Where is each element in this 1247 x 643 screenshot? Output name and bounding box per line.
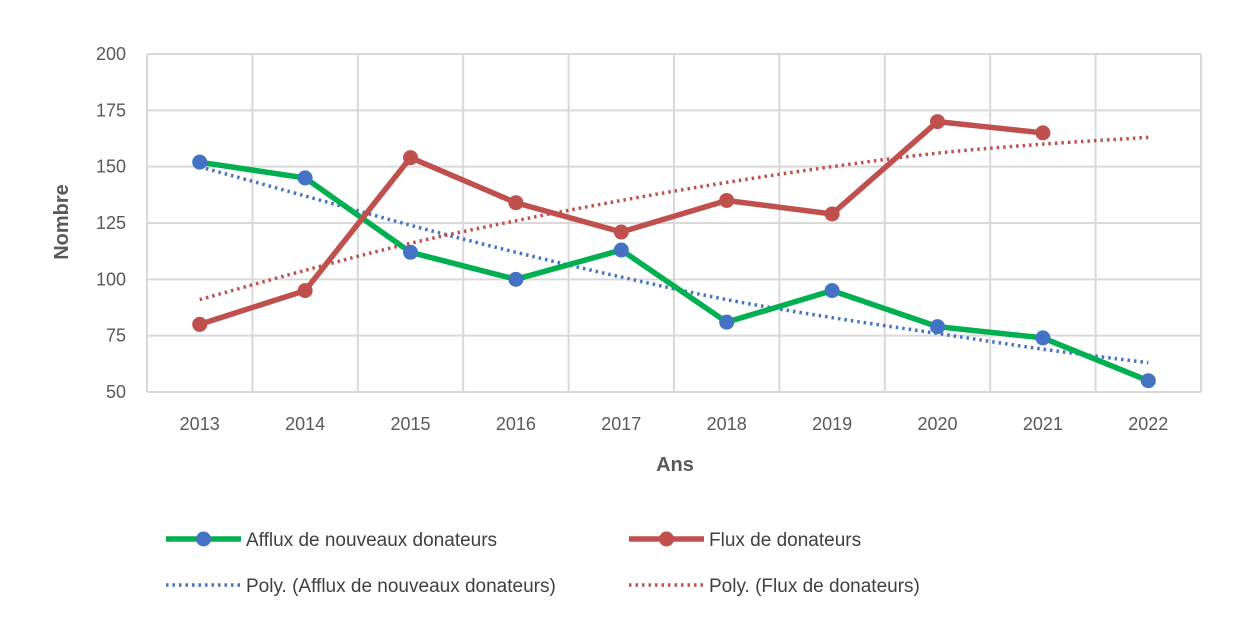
data-point <box>297 170 313 186</box>
x-tick-label: 2016 <box>496 414 536 434</box>
legend-swatch-marker <box>659 531 674 547</box>
data-point <box>824 283 840 299</box>
data-point <box>613 242 629 258</box>
y-tick-label: 150 <box>96 157 126 177</box>
data-point <box>1035 330 1051 346</box>
x-axis-ticks: 2013 2014 2015 2016 2017 2018 2019 2020 2021 2022 <box>180 414 1169 434</box>
x-tick-label: 2015 <box>390 414 430 434</box>
data-point <box>719 192 735 208</box>
x-tick-label: 2017 <box>601 414 641 434</box>
data-point <box>192 316 208 332</box>
data-point <box>930 319 945 335</box>
data-point <box>403 150 418 166</box>
y-tick-label: 200 <box>96 44 126 64</box>
trendline-1 <box>199 135 1149 302</box>
y-tick-label: 175 <box>96 100 126 120</box>
legend-label: Afflux de nouveaux donateurs <box>246 530 497 551</box>
data-point <box>192 154 208 170</box>
x-tick-label: 2019 <box>812 414 852 434</box>
x-tick-label: 2021 <box>1023 414 1063 434</box>
y-tick-label: 50 <box>106 382 126 402</box>
y-axis-ticks: 50 75 100 125 150 175 200 <box>96 44 126 402</box>
data-point <box>824 206 840 222</box>
data-point <box>508 195 524 211</box>
legend-swatch-marker <box>196 531 211 547</box>
data-point <box>930 114 945 130</box>
data-point <box>508 271 524 287</box>
x-axis-title: Ans <box>656 454 694 476</box>
data-point <box>1140 373 1156 389</box>
y-tick-label: 75 <box>106 326 126 346</box>
series-lines <box>192 114 1156 389</box>
series-line-0 <box>199 159 1150 384</box>
x-tick-label: 2013 <box>180 414 220 434</box>
grid <box>146 53 1202 393</box>
data-point <box>613 224 629 240</box>
x-tick-label: 2018 <box>707 414 747 434</box>
x-tick-label: 2020 <box>917 414 957 434</box>
y-tick-label: 125 <box>96 213 126 233</box>
data-point <box>1035 125 1051 141</box>
y-axis-title: Nombre <box>51 184 73 260</box>
legend-label: Flux de donateurs <box>709 530 861 551</box>
data-point <box>297 283 313 299</box>
y-tick-label: 100 <box>96 269 126 289</box>
data-point <box>719 314 735 330</box>
x-tick-label: 2014 <box>285 414 325 434</box>
legend-label: Poly. (Afflux de nouveaux donateurs) <box>246 576 556 597</box>
x-tick-label: 2022 <box>1128 414 1168 434</box>
legend: Afflux de nouveaux donateurs Flux de dona… <box>166 530 920 597</box>
data-point <box>403 244 418 260</box>
legend-label: Poly. (Flux de donateurs) <box>709 576 920 597</box>
